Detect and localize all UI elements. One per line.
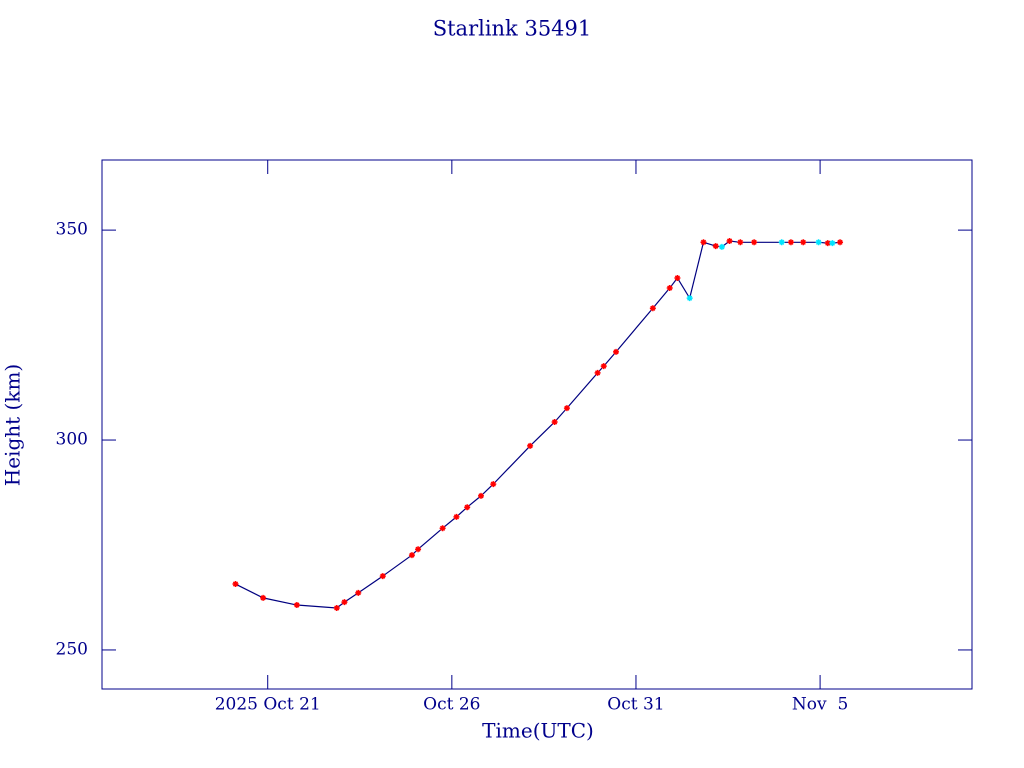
data-point xyxy=(594,369,601,376)
data-point xyxy=(718,243,725,250)
data-point xyxy=(674,274,681,281)
data-point xyxy=(408,552,415,559)
x-tick-label: 2025 Oct 21 xyxy=(215,695,321,715)
data-point xyxy=(477,492,484,499)
data-point xyxy=(453,513,460,520)
data-point xyxy=(600,363,607,370)
data-point xyxy=(712,243,719,250)
data-point xyxy=(751,239,758,246)
y-tick-label: 300 xyxy=(56,430,88,450)
y-axis-label: Height (km) xyxy=(1,364,25,486)
data-point xyxy=(815,239,822,246)
data-point xyxy=(415,546,422,553)
data-point xyxy=(787,239,794,246)
data-point xyxy=(666,285,673,292)
data-point xyxy=(829,240,836,247)
data-point xyxy=(726,238,733,245)
data-point xyxy=(355,589,362,596)
data-point xyxy=(439,525,446,532)
data-point xyxy=(379,573,386,580)
x-tick-label: Oct 26 xyxy=(423,695,480,715)
data-point xyxy=(232,581,239,588)
y-tick-label: 250 xyxy=(56,639,88,659)
plot-frame xyxy=(101,159,973,690)
y-tick-label: 350 xyxy=(56,220,88,240)
data-point xyxy=(737,239,744,246)
x-tick-label: Oct 31 xyxy=(607,695,664,715)
data-point xyxy=(341,599,348,606)
data-point xyxy=(613,348,620,355)
data-point xyxy=(551,418,558,425)
data-point xyxy=(563,405,570,412)
data-point xyxy=(333,604,340,611)
data-point xyxy=(686,295,693,302)
data-point xyxy=(778,239,785,246)
data-point xyxy=(490,481,497,488)
x-axis-label: Time(UTC) xyxy=(482,719,594,743)
data-point xyxy=(260,594,267,601)
data-point xyxy=(293,602,300,609)
data-point xyxy=(700,239,707,246)
data-point xyxy=(649,305,656,312)
data-point xyxy=(527,442,534,449)
x-tick-label: Nov 5 xyxy=(792,695,848,715)
data-point xyxy=(824,240,831,247)
data-line xyxy=(235,240,841,609)
data-point xyxy=(800,239,807,246)
data-point xyxy=(837,239,844,246)
data-point xyxy=(464,504,471,511)
chart-title: Starlink 35491 xyxy=(433,17,592,41)
